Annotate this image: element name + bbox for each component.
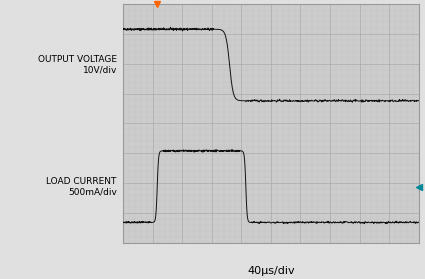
- Text: OUTPUT VOLTAGE
10V/div: OUTPUT VOLTAGE 10V/div: [38, 55, 117, 75]
- Text: LOAD CURRENT
500mA/div: LOAD CURRENT 500mA/div: [46, 177, 117, 196]
- Text: 40μs/div: 40μs/div: [247, 266, 295, 276]
